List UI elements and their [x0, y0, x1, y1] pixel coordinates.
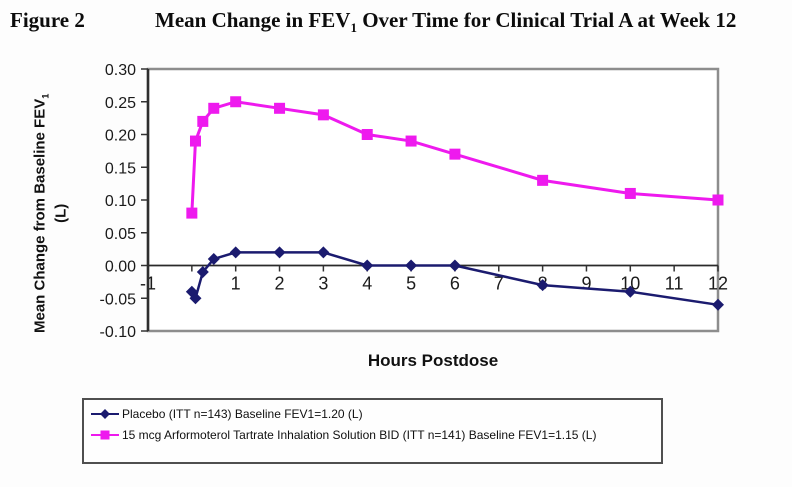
data-point — [197, 115, 209, 127]
data-point — [624, 285, 637, 298]
x-tick-label: 10 — [620, 274, 640, 294]
y-tick-label: 0.30 — [105, 62, 136, 79]
y-tick-label: -0.05 — [100, 291, 137, 308]
arformoterol-square-marker-icon — [91, 429, 119, 441]
chart-legend: Placebo (ITT n=143) Baseline FEV1=1.20 (… — [82, 398, 663, 464]
data-point — [189, 292, 202, 305]
data-point — [207, 252, 220, 265]
data-point — [448, 259, 461, 272]
y-tick-label: 0.20 — [105, 128, 136, 145]
figure-title-text: Mean Change in FEV — [155, 8, 351, 32]
data-point — [185, 285, 198, 298]
data-point — [186, 207, 198, 219]
legend-shape-swatch — [100, 430, 110, 440]
y-tick-label: 0.00 — [105, 259, 136, 276]
data-point — [230, 96, 242, 108]
x-tick-label: 11 — [665, 274, 684, 294]
data-point — [189, 135, 201, 147]
data-point — [405, 259, 418, 272]
x-tick-label: 3 — [318, 274, 328, 294]
legend-label-arformoterol: 15 mcg Arformoterol Tartrate Inhalation … — [122, 428, 597, 442]
legend-item-arformoterol: 15 mcg Arformoterol Tartrate Inhalation … — [91, 428, 661, 442]
placebo-diamond-marker-icon — [91, 408, 119, 420]
data-point — [229, 246, 242, 259]
y-tick-label: 0.05 — [105, 226, 136, 243]
legend-label-placebo: Placebo (ITT n=143) Baseline FEV1=1.20 (… — [122, 407, 363, 421]
x-tick-label: 12 — [708, 274, 728, 294]
chart-plot-area: 0.300.250.200.150.100.050.00-0.05-0.10-1… — [100, 62, 728, 341]
data-point — [317, 109, 329, 121]
y-tick-label: 0.10 — [105, 193, 136, 210]
y-tick-label: -0.10 — [100, 324, 137, 341]
figure-title: Mean Change in FEV1 Over Time for Clinic… — [155, 8, 736, 36]
y-tick-label: 0.15 — [105, 160, 136, 177]
x-tick-label: 6 — [450, 274, 460, 294]
x-tick-label: 4 — [362, 274, 372, 294]
data-point — [361, 259, 374, 272]
x-tick-label: 1 — [231, 274, 241, 294]
y-tick-label: 0.25 — [105, 95, 136, 112]
x-tick-label: 9 — [581, 274, 591, 294]
data-point — [449, 148, 461, 160]
data-point — [208, 102, 220, 114]
data-point — [537, 174, 549, 186]
legend-item-placebo: Placebo (ITT n=143) Baseline FEV1=1.20 (… — [91, 407, 661, 421]
data-point — [624, 187, 636, 199]
data-point — [274, 102, 286, 114]
data-point — [196, 266, 209, 279]
plot-frame — [146, 67, 720, 333]
data-point — [405, 135, 417, 147]
x-tick-label: 2 — [275, 274, 285, 294]
figure-label: Figure 2 — [10, 8, 85, 32]
x-tick-label: 7 — [494, 274, 504, 294]
x-axis-title: Hours Postdose — [367, 351, 499, 370]
data-point — [273, 246, 286, 259]
x-tick-label: 5 — [406, 274, 416, 294]
figure-title-subscript: 1 — [350, 20, 357, 36]
data-point — [536, 279, 549, 292]
data-point — [361, 129, 373, 140]
figure-title-text-rest: Over Time for Clinical Trial A at Week 1… — [356, 8, 737, 32]
data-point — [317, 246, 330, 259]
data-point — [712, 194, 724, 206]
data-point — [712, 298, 724, 311]
legend-shape-swatch — [100, 409, 110, 419]
